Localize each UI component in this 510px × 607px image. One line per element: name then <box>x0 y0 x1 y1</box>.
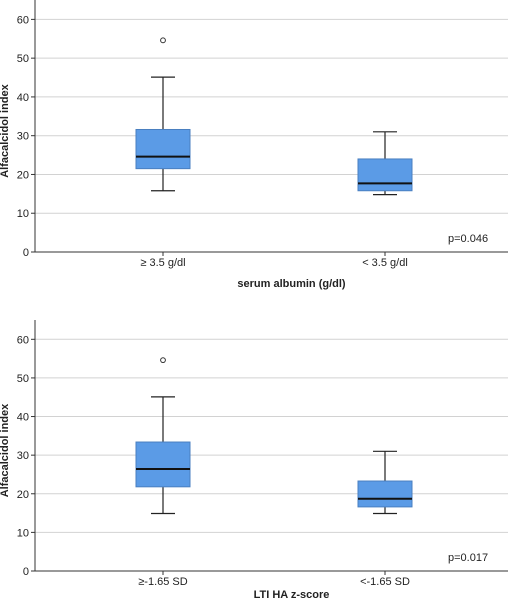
chart-panel-1: 0 10 20 30 40 50 60 ≥ 3.5 g/dl < 3.5 g/dl p=0.046… <box>0 0 508 290</box>
y-tick-label: 10 <box>17 527 29 539</box>
iqr-box <box>135 441 191 488</box>
x-tick-label: < 3.5 g/dl <box>362 257 408 269</box>
y-tick-label: 40 <box>17 412 29 424</box>
box-group-2 <box>357 131 413 196</box>
iqr-box <box>357 158 413 192</box>
x-axis-title: serum albumin (g/dl) <box>237 278 346 290</box>
x-tick-label: ≥-1.65 SD <box>138 576 188 588</box>
y-tick-label: 50 <box>17 373 29 385</box>
outlier-point <box>160 37 166 44</box>
box-group-1 <box>135 357 191 515</box>
x-axis-title: LTI HA z-score <box>254 589 330 601</box>
y-axis-title: Alfacalcidol index <box>0 403 11 497</box>
x-tick-label: ≥ 3.5 g/dl <box>140 257 185 269</box>
x-tick-label: <-1.65 SD <box>360 576 410 588</box>
y-tick-label: 30 <box>17 450 29 462</box>
box-group-1 <box>135 37 191 192</box>
y-tick-label: 0 <box>23 247 29 259</box>
y-tick-label: 50 <box>17 53 29 65</box>
outlier-point <box>160 357 166 364</box>
y-axis-title: Alfacalcidol index <box>0 83 11 177</box>
y-tick-label: 20 <box>17 489 29 501</box>
y-tick-label: 40 <box>17 92 29 104</box>
chart-panel-2: 0 10 20 30 40 50 60 ≥-1.65 SD <-1.65 SD p=0.017 LT… <box>0 320 508 601</box>
y-tick-label: 20 <box>17 169 29 181</box>
iqr-box <box>135 128 191 170</box>
iqr-box <box>357 480 413 508</box>
y-tick-label: 0 <box>23 566 29 578</box>
y-tick-label: 10 <box>17 208 29 220</box>
y-tick-label: 30 <box>17 131 29 143</box>
box-group-2 <box>357 450 413 515</box>
p-value-annotation: p=0.017 <box>448 552 488 564</box>
y-tick-label: 60 <box>17 14 29 26</box>
y-tick-label: 60 <box>17 334 29 346</box>
p-value-annotation: p=0.046 <box>448 233 488 245</box>
